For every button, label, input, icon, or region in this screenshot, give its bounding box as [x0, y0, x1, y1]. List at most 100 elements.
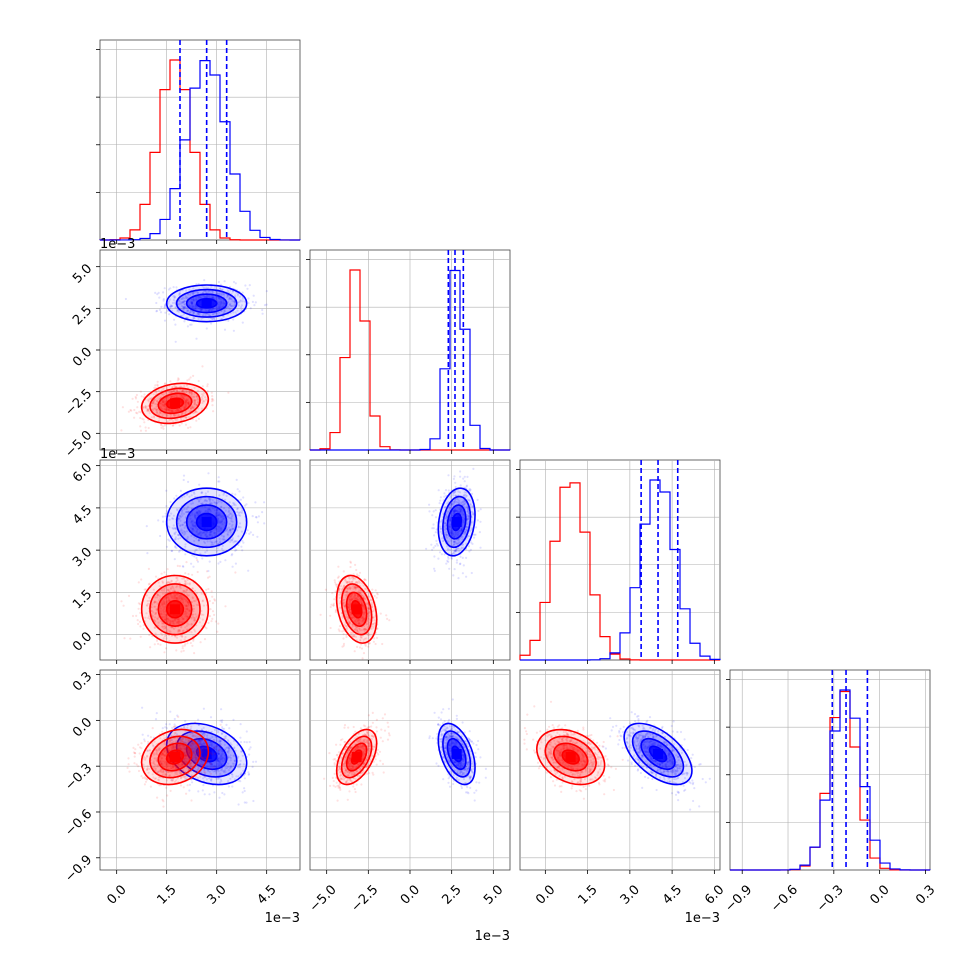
scatter-point — [174, 718, 176, 720]
scatter-point — [435, 540, 437, 542]
scatter-point — [185, 561, 187, 563]
scatter-point — [343, 570, 345, 572]
scatter-point — [242, 292, 244, 294]
histogram-panel-2 — [516, 460, 720, 660]
scatter-point — [341, 630, 343, 632]
scatter-point — [435, 531, 437, 533]
scatter-point — [164, 424, 166, 426]
scatter-point — [363, 579, 365, 581]
scatter-point — [331, 592, 333, 594]
scatter-point — [187, 325, 189, 327]
scatter-point — [359, 646, 361, 648]
scatter-point — [463, 564, 465, 566]
scatter-point — [136, 406, 138, 408]
scatter-point — [373, 641, 375, 643]
scatter-point — [185, 424, 187, 426]
scatter-point — [207, 588, 209, 590]
scatter-point — [145, 430, 147, 432]
scatter-point — [333, 598, 335, 600]
scatter-point — [428, 504, 430, 506]
scatter-point — [217, 623, 219, 625]
scatter-point — [235, 282, 237, 284]
scatter-point — [168, 313, 170, 315]
scatter-point — [244, 284, 246, 286]
scatter-point — [182, 565, 184, 567]
scatter-point — [375, 589, 377, 591]
scatter-point — [164, 382, 166, 384]
scatter-point — [232, 318, 234, 320]
scatter-point — [465, 557, 467, 559]
scatter-point — [198, 484, 200, 486]
scatter-panel-1-0 — [100, 250, 300, 450]
scatter-point — [207, 383, 209, 385]
scatter-point — [261, 511, 263, 513]
scatter-point — [247, 302, 249, 304]
scatter-point — [356, 573, 358, 575]
scatter-point — [197, 571, 199, 573]
scatter-point — [349, 566, 351, 568]
scatter-point — [195, 557, 197, 559]
scatter-point — [125, 298, 127, 300]
scatter-point — [238, 803, 240, 805]
scatter-point — [132, 398, 134, 400]
scatter-point — [242, 791, 244, 793]
scatter-point — [179, 549, 181, 551]
scatter-point — [209, 576, 211, 578]
scatter-point — [148, 427, 150, 429]
scatter-point — [444, 553, 446, 555]
scatter-point — [182, 645, 184, 647]
scatter-point — [184, 553, 186, 555]
scatter-point — [203, 279, 205, 281]
scatter-point — [161, 573, 163, 575]
scatter-point — [211, 398, 213, 400]
scatter-point — [438, 489, 440, 491]
scatter-point — [189, 661, 191, 663]
scatter-point — [255, 516, 257, 518]
scatter-point — [242, 542, 244, 544]
scatter-point — [228, 785, 230, 787]
scatter-point — [231, 785, 233, 787]
scatter-panel-2-0 — [100, 460, 300, 663]
density-red-peak — [170, 604, 180, 614]
scatter-point — [250, 746, 252, 748]
scatter-point — [245, 802, 247, 804]
scatter-point — [135, 615, 137, 617]
scatter-point — [354, 564, 356, 566]
scatter-point — [225, 724, 227, 726]
scatter-point — [129, 409, 131, 411]
scatter-point — [192, 640, 194, 642]
scatter-point — [177, 377, 179, 379]
scatter-point — [158, 297, 160, 299]
scatter-point — [157, 643, 159, 645]
scatter-point — [453, 475, 455, 477]
scatter-point — [145, 426, 147, 428]
scatter-point — [183, 475, 185, 477]
scatter-point — [164, 287, 166, 289]
scatter-point — [169, 501, 171, 503]
density-blue-peak — [202, 517, 212, 527]
scatter-point — [227, 392, 229, 394]
scatter-point — [215, 620, 217, 622]
scatter-point — [197, 719, 199, 721]
scatter-point — [165, 505, 167, 507]
scatter-point — [207, 472, 209, 474]
scatter-point — [187, 427, 189, 429]
scatter-point — [163, 651, 165, 653]
scatter-point — [212, 410, 214, 412]
scatter-point — [436, 543, 438, 545]
scatter-panel-2-1 — [310, 460, 510, 660]
scatter-point — [147, 735, 149, 737]
scatter-point — [129, 638, 131, 640]
scatter-point — [466, 476, 468, 478]
scatter-point — [252, 766, 254, 768]
scatter-point — [330, 627, 332, 629]
scatter-point — [239, 780, 241, 782]
scatter-point — [169, 723, 171, 725]
scatter-point — [250, 307, 252, 309]
scatter-point — [163, 298, 165, 300]
scatter-point — [380, 613, 382, 615]
scatter-point — [175, 649, 177, 651]
scatter-point — [439, 500, 441, 502]
scatter-point — [240, 499, 242, 501]
